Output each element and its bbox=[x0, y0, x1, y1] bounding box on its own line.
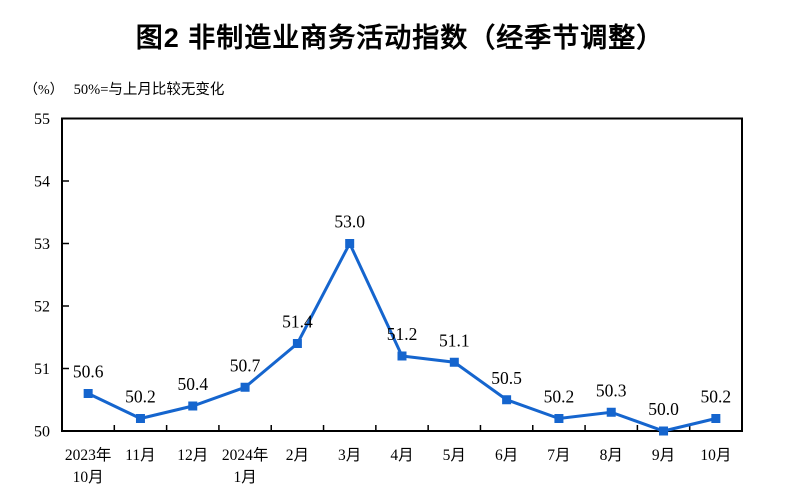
x-axis-tick-label: 2023年 bbox=[65, 446, 112, 464]
data-point-label: 50.0 bbox=[648, 399, 679, 419]
data-point-marker bbox=[397, 351, 407, 361]
data-point-marker bbox=[606, 407, 616, 417]
y-axis-tick-label: 54 bbox=[34, 174, 50, 191]
y-axis-tick-label: 53 bbox=[34, 236, 50, 253]
chart-subtitle-row: （%） 50%=与上月比较无变化 bbox=[24, 78, 224, 99]
x-axis-tick-label: 6月 bbox=[495, 447, 518, 464]
data-point-marker bbox=[711, 414, 721, 423]
y-axis-tick-label: 52 bbox=[34, 299, 50, 316]
data-point-label: 50.4 bbox=[177, 374, 208, 394]
data-point-marker bbox=[345, 239, 355, 248]
data-point-label: 50.2 bbox=[125, 387, 156, 407]
data-point-label: 50.7 bbox=[230, 355, 261, 375]
x-axis-tick-label: 12月 bbox=[177, 447, 208, 464]
x-axis-tick-label: 2月 bbox=[286, 447, 309, 464]
data-point-label: 50.2 bbox=[701, 387, 732, 407]
y-axis-tick-label: 51 bbox=[34, 361, 50, 378]
x-axis-tick-label: 2024年 bbox=[222, 446, 269, 464]
data-point-marker bbox=[292, 339, 302, 348]
data-point-label: 50.2 bbox=[544, 387, 575, 407]
data-point-label: 51.1 bbox=[439, 330, 470, 350]
chart-frame bbox=[61, 117, 743, 432]
data-point-marker bbox=[502, 395, 512, 405]
x-axis-tick-label: 1月 bbox=[233, 469, 256, 486]
x-axis-tick-label: 7月 bbox=[547, 447, 570, 464]
x-axis-tick-label: 9月 bbox=[652, 447, 675, 464]
x-axis-tick-label: 4月 bbox=[390, 447, 413, 464]
baseline-note: 50%=与上月比较无变化 bbox=[73, 82, 225, 98]
data-point-label: 50.6 bbox=[73, 362, 104, 382]
y-axis-tick-label: 50 bbox=[34, 424, 50, 441]
y-axis-tick-label: 55 bbox=[34, 111, 50, 128]
x-axis-tick-label: 10月 bbox=[73, 469, 104, 486]
data-point-marker bbox=[83, 389, 93, 398]
x-axis-tick-label: 10月 bbox=[700, 447, 731, 464]
data-point-marker bbox=[449, 357, 459, 367]
y-axis-unit-label: （%） bbox=[24, 83, 64, 98]
x-axis-tick-label: 3月 bbox=[338, 447, 361, 464]
data-point-label: 53.0 bbox=[334, 212, 365, 232]
data-point-marker bbox=[188, 401, 198, 411]
x-axis-tick-label: 5月 bbox=[443, 447, 466, 464]
data-point-marker bbox=[554, 414, 564, 423]
data-point-label: 50.3 bbox=[596, 380, 627, 400]
data-point-label: 51.4 bbox=[282, 312, 313, 332]
x-axis-tick-label: 11月 bbox=[125, 447, 155, 464]
x-axis-tick-label: 8月 bbox=[600, 447, 623, 464]
data-point-marker bbox=[240, 382, 250, 392]
data-point-label: 51.2 bbox=[387, 324, 418, 344]
data-point-label: 50.5 bbox=[491, 368, 522, 388]
data-point-marker bbox=[659, 426, 669, 436]
chart-title: 图2 非制造业商务活动指数（经季节调整） bbox=[135, 23, 665, 53]
data-point-marker bbox=[135, 414, 145, 423]
